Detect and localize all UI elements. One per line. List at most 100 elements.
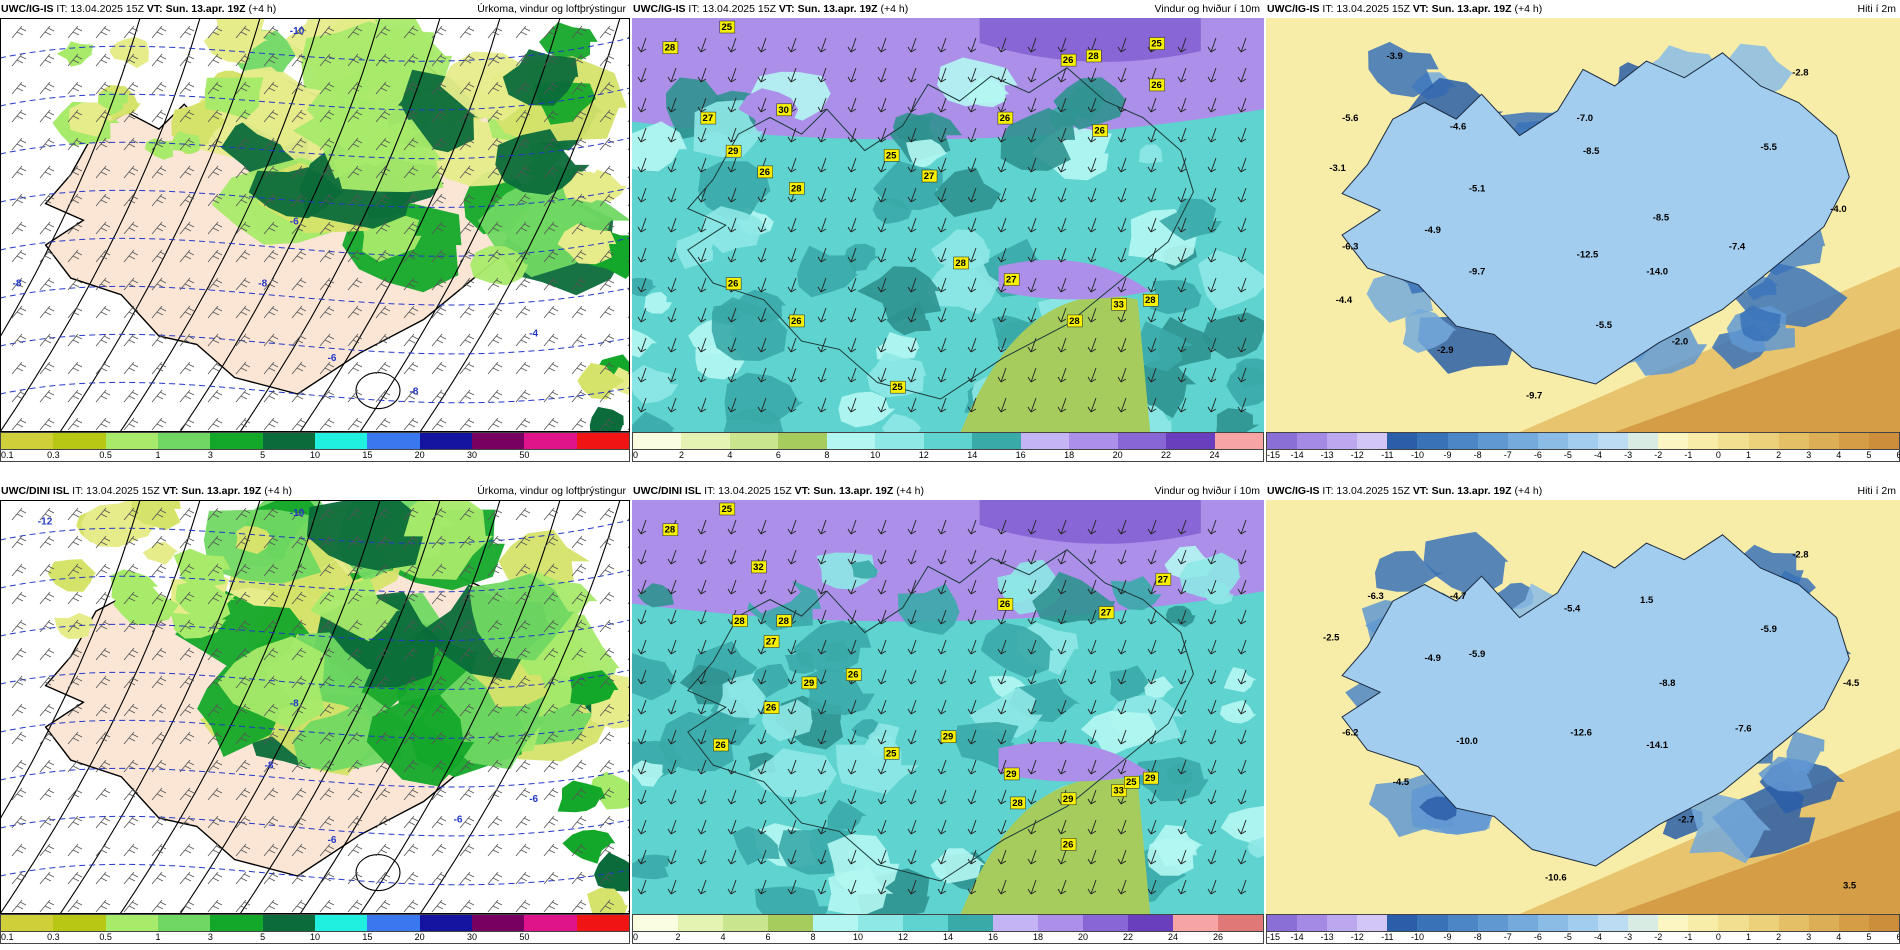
colorbar-swatch (1477, 433, 1508, 449)
colorbar-swatch (1267, 433, 1298, 449)
iceland-landmass (1341, 52, 1850, 385)
map-value-text: 25 (1151, 39, 1162, 50)
colorbar-tick-label: -10 (1410, 450, 1424, 460)
temp-map-canvas: -3.9 -2.8 -5.6 -4.6 -7.0 -8.5 -5.5 -3.1 -5.1 -4.9… (1266, 18, 1900, 432)
colorbar-swatch (53, 433, 106, 449)
colorbar-swatch (1868, 433, 1899, 449)
map-value-text: 28 (1069, 316, 1080, 327)
temperature-label: -8.8 (1659, 678, 1675, 689)
gust-label: 26 (1092, 124, 1108, 137)
temperature-label: -2.8 (1792, 550, 1808, 561)
colorbar-swatch (681, 433, 730, 449)
colorbar-tick-label: -9 (1443, 932, 1452, 942)
colorbar-swatch (1447, 915, 1478, 931)
panel-header: UWC/IG-IS IT: 13.04.2025 15Z VT: Sun. 13… (632, 0, 1264, 18)
panel-wind-dini: UWC/DINI ISL IT: 13.04.2025 15Z VT: Sun.… (632, 482, 1264, 947)
valid-time: VT: Sun. 13.apr. 19Z (778, 3, 878, 15)
gust-label: 26 (713, 738, 729, 752)
gust-label: 28 (1067, 314, 1083, 328)
colorbar-tick-label: 16 (1015, 450, 1026, 460)
valid-time: VT: Sun. 13.apr. 19Z (794, 485, 894, 497)
isoline-label: -6 (454, 815, 463, 826)
colorbar-swatch (993, 915, 1038, 931)
colorbar-tick-label: -4 (1594, 932, 1603, 942)
lead-time: (+4 h) (896, 485, 924, 497)
colorbar-swatch (1387, 915, 1418, 931)
temperature-label: -4.5 (1393, 777, 1410, 788)
colorbar-tick-label: 5 (1866, 450, 1872, 460)
gust-label: 25 (883, 747, 900, 760)
map-value-text: 27 (1101, 608, 1112, 619)
colorbar-tick-label: 10 (309, 932, 321, 942)
map-value-text: 27 (924, 171, 935, 182)
colorbar-swatch (948, 915, 993, 931)
colorbar-tick-label: 22 (1161, 450, 1172, 460)
gust-label: 28 (1010, 796, 1026, 810)
map-value-text: 33 (1113, 786, 1124, 797)
wind-colorbar-ticks: 0 2 4 6 8 10 12 14 16 18 20 22 24 26 (632, 932, 1264, 944)
colorbar-swatch (1688, 433, 1719, 449)
gust-label: 25 (890, 380, 906, 394)
colorbar-tick-label: 0 (1715, 450, 1721, 460)
colorbar-swatch (1598, 433, 1629, 449)
temp-map[interactable]: -2.8 -6.3 -4.7 -5.4 1.5 -5.9 -2.5 -4.9 -5.9 -8.8 -… (1266, 500, 1900, 914)
wind-map-canvas: 28 25 27 30 29 26 28 25 27 26 26 28 26 25 26 28 27 28 33 28… (632, 18, 1264, 432)
colorbar-tick-label: -3 (1624, 932, 1633, 942)
panel-header: UWC/DINI ISL IT: 13.04.2025 15Z VT: Sun.… (0, 482, 630, 500)
colorbar-tick-label: 3 (207, 932, 213, 942)
colorbar-tick-label: 0.5 (99, 932, 112, 942)
temperature-label: -5.9 (1761, 624, 1777, 635)
map-value-text: -3.9 (1386, 51, 1402, 62)
precip-map[interactable]: -12 -10 -8 -8 -6 -6 -6 (0, 500, 630, 914)
wind-map[interactable]: 28 25 27 30 29 26 28 25 27 26 26 28 26 25 26 28 27 28 33 28… (632, 18, 1264, 432)
wind-barbs (11, 507, 630, 913)
isoline-label: -12 (38, 516, 53, 527)
temp-map-canvas: -2.8 -6.3 -4.7 -5.4 1.5 -5.9 -2.5 -4.9 -5.9 -8.8 -… (1266, 500, 1900, 914)
colorbar-tick-label: 20 (1112, 450, 1123, 460)
temperature-label: -14.1 (1646, 740, 1668, 751)
colorbar-tick-label: 18 (1064, 450, 1075, 460)
lead-time: (+4 h) (1514, 3, 1543, 15)
map-value-text: 26 (1063, 839, 1074, 850)
model-name: UWC/DINI ISL (1, 485, 70, 497)
precip-map[interactable]: -10 -8 -8 -6 -6 -8 -4 (0, 18, 630, 432)
colorbar-swatch (729, 433, 779, 449)
map-value-text: -2.8 (1792, 550, 1808, 561)
gust-label: 26 (763, 701, 780, 714)
colorbar-tick-label: 2 (678, 450, 684, 460)
colorbar-swatch (633, 915, 678, 931)
map-value-text: 25 (886, 748, 897, 759)
wind-map[interactable]: 28 25 32 28 28 27 29 26 26 27 26 27 25 29 29 28 29 33 25 29… (632, 500, 1264, 914)
lead-time: (+4 h) (880, 3, 909, 15)
temperature-label: -14.0 (1646, 266, 1668, 277)
map-value-text: -8 (265, 761, 274, 772)
temperature-label: -2.9 (1437, 345, 1453, 356)
model-name: UWC/IG-IS (1267, 3, 1320, 15)
wind-colorbar-ticks: 0 2 4 6 8 10 12 14 16 18 20 22 24 (632, 450, 1264, 462)
colorbar-swatch (1417, 433, 1448, 449)
colorbar-tick-label: 30 (466, 932, 478, 942)
temp-map[interactable]: -3.9 -2.8 -5.6 -4.6 -7.0 -8.5 -5.5 -3.1 -5.1 -4.9… (1266, 18, 1900, 432)
temperature-label: -6.2 (1342, 728, 1358, 739)
temperature-label: -7.4 (1729, 241, 1746, 252)
isobars (0, 500, 621, 914)
temperature-label: -6.3 (1342, 241, 1358, 252)
colorbar-swatch (419, 915, 472, 931)
temperature-label: -2.5 (1323, 632, 1340, 643)
colorbar-swatch (1628, 915, 1659, 931)
precip-field (52, 18, 630, 432)
map-value-text: 28 (1088, 51, 1099, 62)
colorbar-swatch (157, 915, 211, 931)
colorbar-swatch (1297, 433, 1328, 449)
map-value-text: -4.6 (1450, 121, 1466, 132)
temperature-label: -4.9 (1425, 225, 1441, 236)
map-value-text: 3.5 (1843, 881, 1857, 892)
map-value-text: -8 (13, 279, 22, 290)
map-value-text: -4 (529, 328, 538, 339)
colorbar-tick-label: 10 (870, 450, 881, 460)
colorbar-swatch (471, 915, 525, 931)
gust-label: 26 (789, 314, 805, 328)
map-value-text: -12.6 (1570, 728, 1592, 739)
colorbar-swatch (768, 915, 813, 931)
map-value-text: -10 (290, 508, 305, 519)
